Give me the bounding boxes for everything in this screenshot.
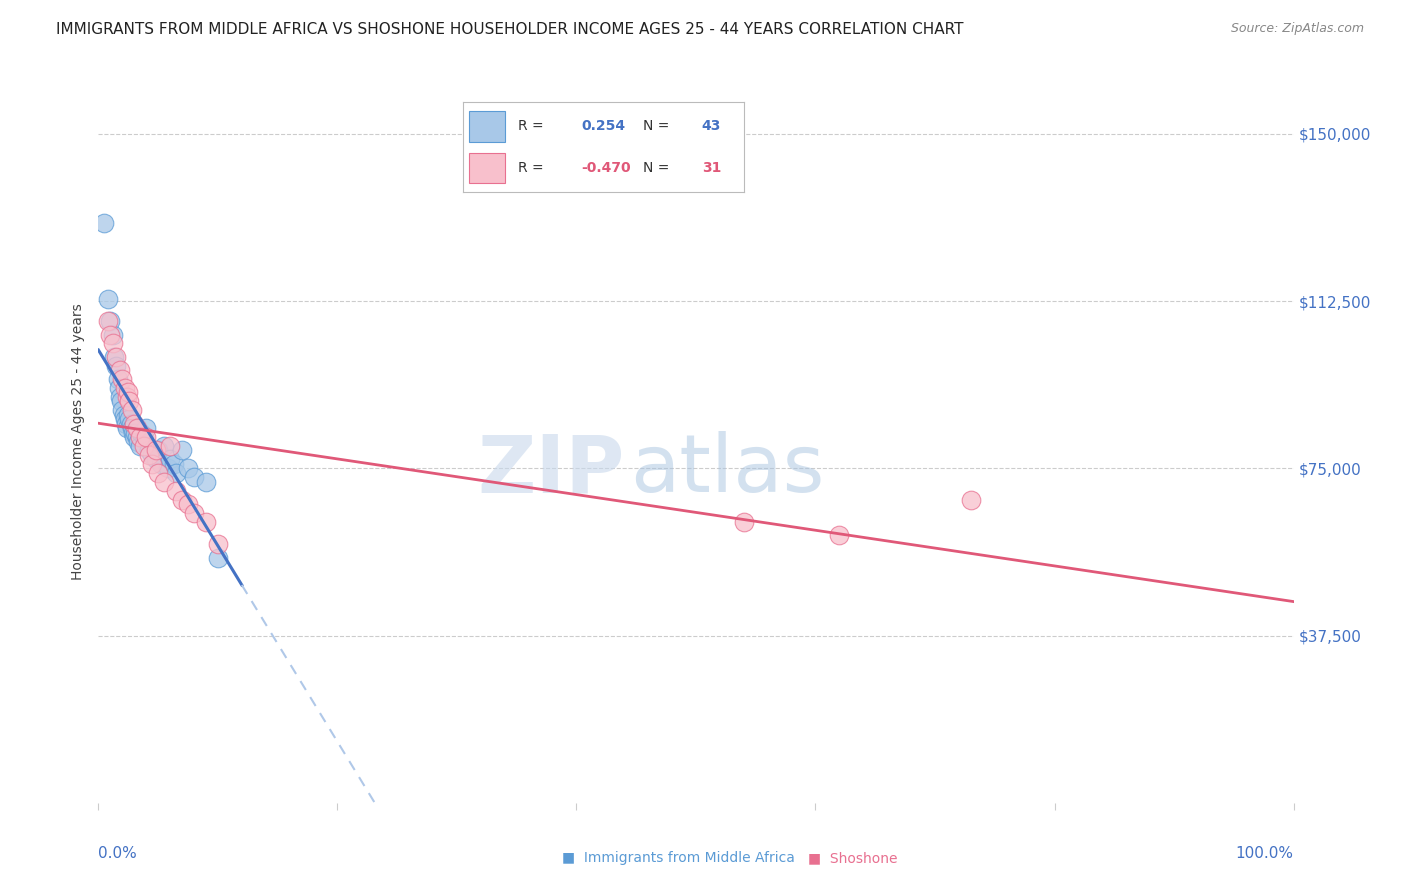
Point [111, 403, 134, 417]
Text: 0.0%: 0.0% [98, 847, 138, 861]
Point [132, 439, 155, 453]
Point [141, 448, 163, 462]
Point [960, 492, 983, 507]
Text: Source: ZipAtlas.com: Source: ZipAtlas.com [1230, 22, 1364, 36]
Text: ZIP: ZIP [477, 432, 624, 509]
Y-axis label: Householder Income Ages 25 - 44 years: Householder Income Ages 25 - 44 years [70, 303, 84, 580]
Text: ■  Shoshone: ■ Shoshone [808, 851, 898, 865]
Point [118, 412, 141, 426]
Point [101, 336, 124, 351]
Point [165, 466, 187, 480]
Point [115, 417, 138, 431]
Point [127, 434, 149, 449]
Text: 100.0%: 100.0% [1236, 847, 1294, 861]
Point [105, 359, 128, 373]
Point [114, 381, 136, 395]
Point [98, 314, 122, 328]
Point [125, 421, 148, 435]
Point [110, 394, 132, 409]
Point [132, 430, 155, 444]
Point [138, 443, 160, 458]
Point [159, 452, 181, 467]
Point [118, 394, 141, 409]
Point [101, 327, 124, 342]
Point [124, 430, 146, 444]
Point [107, 381, 129, 395]
Point [125, 430, 148, 444]
Point [172, 443, 194, 458]
Point [112, 408, 135, 422]
Point [177, 461, 200, 475]
Point [183, 470, 205, 484]
Point [138, 448, 160, 462]
Point [148, 443, 170, 458]
Point [122, 425, 145, 440]
Point [111, 372, 134, 386]
Point [172, 492, 194, 507]
Point [148, 466, 170, 480]
Point [207, 537, 229, 551]
Text: IMMIGRANTS FROM MIDDLE AFRICA VS SHOSHONE HOUSEHOLDER INCOME AGES 25 - 44 YEARS : IMMIGRANTS FROM MIDDLE AFRICA VS SHOSHON… [56, 22, 963, 37]
Point [163, 457, 186, 471]
Point [105, 350, 128, 364]
Point [103, 350, 125, 364]
Point [97, 292, 120, 306]
Point [124, 417, 146, 431]
Point [149, 457, 172, 471]
Point [145, 452, 167, 467]
Point [156, 461, 179, 475]
Point [159, 439, 181, 453]
Point [117, 385, 139, 400]
Point [124, 425, 146, 440]
Point [207, 550, 229, 565]
Point [97, 314, 120, 328]
Point [165, 483, 187, 498]
Point [108, 390, 131, 404]
Point [183, 506, 205, 520]
Point [145, 443, 167, 458]
Point [135, 430, 157, 444]
Point [195, 475, 218, 489]
Point [93, 216, 115, 230]
Point [117, 408, 139, 422]
Text: ■  Immigrants from Middle Africa: ■ Immigrants from Middle Africa [562, 851, 796, 865]
Point [733, 515, 755, 529]
Point [115, 390, 138, 404]
Point [121, 421, 143, 435]
Point [195, 515, 218, 529]
Point [129, 439, 152, 453]
Point [135, 421, 157, 435]
Point [108, 363, 131, 377]
Point [828, 528, 851, 542]
Point [153, 475, 176, 489]
Point [177, 497, 200, 511]
Point [153, 439, 176, 453]
Point [114, 412, 136, 426]
Point [115, 421, 138, 435]
Point [129, 430, 152, 444]
Point [141, 457, 163, 471]
Point [120, 417, 142, 431]
Text: atlas: atlas [630, 432, 824, 509]
Point [107, 372, 129, 386]
Point [98, 327, 122, 342]
Point [131, 425, 153, 440]
Point [121, 403, 143, 417]
